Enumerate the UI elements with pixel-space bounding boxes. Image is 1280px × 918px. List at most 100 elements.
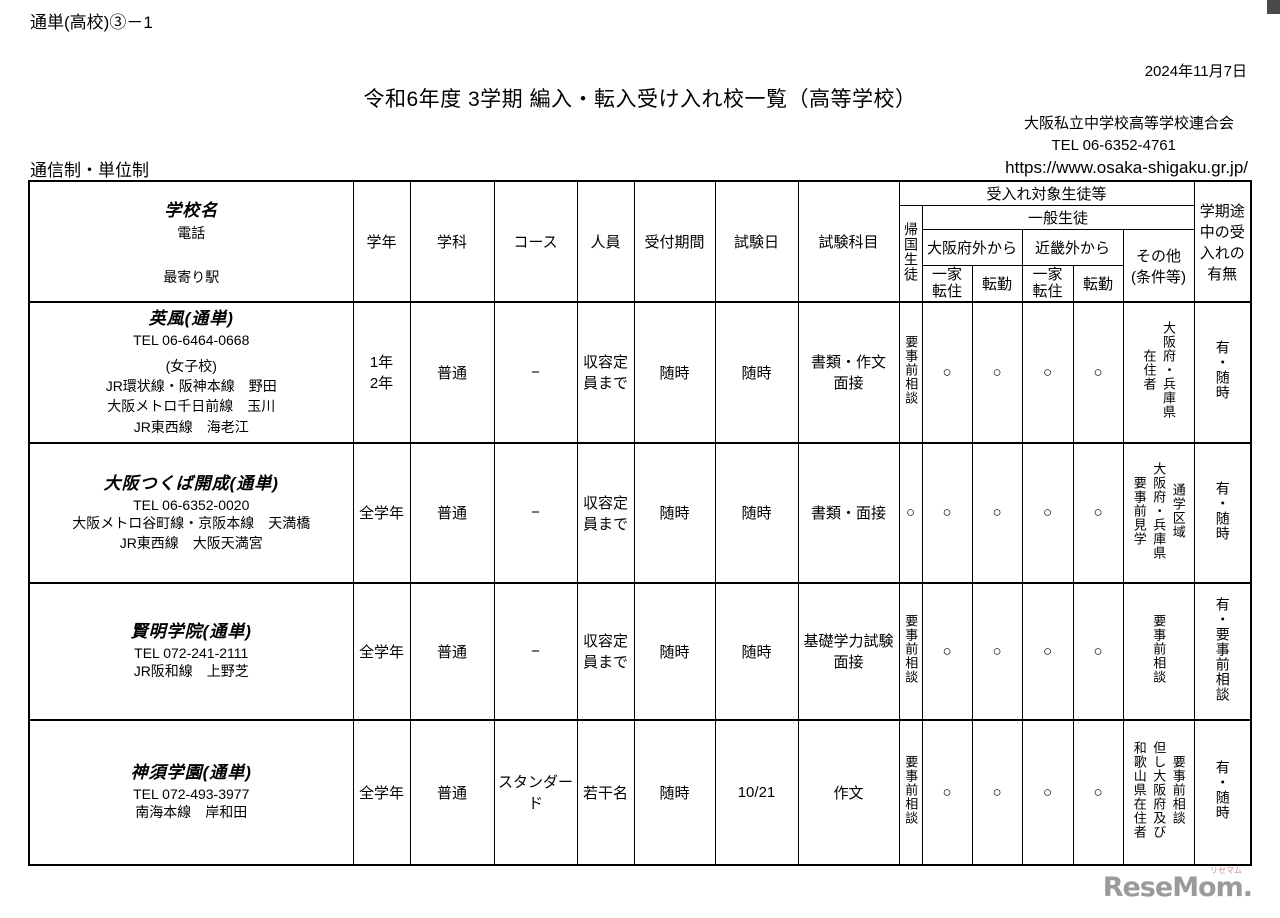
header-family-kinki: 一家 転住 <box>1021 265 1074 303</box>
kinki-job-cell: ○ <box>1072 581 1124 721</box>
department-cell: 普通 <box>409 718 495 866</box>
issue-date: 2024年11月7日 <box>1144 63 1247 80</box>
osaka-family-cell: ○ <box>921 301 973 444</box>
header-course: コース <box>493 180 578 303</box>
school-name: 大阪つくば開成(通単) <box>103 473 279 493</box>
school-cell: 大阪つくば開成(通単) TEL 06-6352-0020 大阪メトロ谷町線・京阪… <box>28 441 354 584</box>
grade-cell: 全学年 <box>352 441 411 584</box>
school-stations: 大阪メトロ谷町線・京阪本線 天満橋 JR東西線 大阪天満宮 <box>72 514 311 551</box>
header-school-name: 学校名 <box>164 201 219 220</box>
subjects-cell: 基礎学力試験 面接 <box>797 581 900 721</box>
resemom-logo-text: ReseMom. <box>1102 872 1253 903</box>
school-tel: TEL 06-6352-0020 <box>133 496 250 513</box>
organization-tel: TEL 06-6352-4761 <box>1051 137 1176 154</box>
header-school: 学校名 電話 最寄り駅 <box>28 180 354 303</box>
header-returnee: 帰国生徒 <box>898 205 923 303</box>
school-name: 神須学園(通単) <box>130 763 252 783</box>
period-cell: 随時 <box>633 581 716 721</box>
returnee-cell: ○ <box>898 441 923 584</box>
header-family-osaka: 一家 転住 <box>921 265 973 303</box>
course-cell: − <box>493 581 578 721</box>
period-cell: 随時 <box>633 441 716 584</box>
header-job-kinki: 転勤 <box>1072 265 1124 303</box>
header-department: 学科 <box>409 180 495 303</box>
kinki-family-cell: ○ <box>1021 581 1074 721</box>
course-cell: − <box>493 301 578 444</box>
grade-cell: 全学年 <box>352 718 411 866</box>
organization-url[interactable]: https://www.osaka-shigaku.gr.jp/ <box>1005 158 1248 177</box>
header-grade: 学年 <box>352 180 411 303</box>
returnee-cell: 要事前相談 <box>898 581 923 721</box>
school-stations: JR阪和線 上野芝 <box>133 663 249 680</box>
other-conditions-cell: 通学区域 大阪府・兵庫県 要事前見学 <box>1122 441 1195 584</box>
kinki-family-cell: ○ <box>1021 301 1074 444</box>
exam-date-cell: 随時 <box>714 301 799 444</box>
department-cell: 普通 <box>409 581 495 721</box>
school-cell: 賢明学院(通単) TEL 072-241-2111 JR阪和線 上野芝 <box>28 581 354 721</box>
header-capacity: 人員 <box>576 180 635 303</box>
resemom-logo: ReseMom. リセマム <box>1102 866 1253 903</box>
period-cell: 随時 <box>633 718 716 866</box>
table-row: 大阪つくば開成(通単) TEL 06-6352-0020 大阪メトロ谷町線・京阪… <box>28 441 1252 584</box>
midterm-cell: 有・随時 <box>1193 301 1252 444</box>
resemom-logo-kana: リセマム <box>1210 866 1242 875</box>
header-outside-osaka: 大阪府外から <box>921 229 1023 266</box>
period-cell: 随時 <box>633 301 716 444</box>
school-cell: 英風(通単) TEL 06-6464-0668 (女子校) JR環状線・阪神本線… <box>28 301 354 444</box>
header-school-station: 最寄り駅 <box>163 269 220 285</box>
page-title: 令和6年度 3学期 編入・転入受け入れ校一覧（高等学校） <box>363 88 917 111</box>
capacity-cell: 収容定員まで <box>576 301 635 444</box>
course-cell: − <box>493 441 578 584</box>
subjects-cell: 作文 <box>797 718 900 866</box>
organization-name: 大阪私立中学校高等学校連合会 <box>1023 115 1234 132</box>
kinki-job-cell: ○ <box>1072 718 1124 866</box>
table-row: 神須学園(通単) TEL 072-493-3977 南海本線 岸和田 全学年 普… <box>28 718 1252 866</box>
header-outside-kinki: 近畿外から <box>1021 229 1124 266</box>
school-name: 賢明学院(通単) <box>130 622 252 642</box>
midterm-cell: 有・要事前相談 <box>1193 581 1252 721</box>
department-cell: 普通 <box>409 441 495 584</box>
other-conditions-cell: 要事前相談 <box>1122 581 1195 721</box>
school-cell: 神須学園(通単) TEL 072-493-3977 南海本線 岸和田 <box>28 718 354 866</box>
capacity-cell: 収容定員まで <box>576 581 635 721</box>
header-midterm: 学期途中の受入れの有無 <box>1193 180 1252 303</box>
exam-date-cell: 随時 <box>714 441 799 584</box>
grade-cell: 1年 2年 <box>352 301 411 444</box>
header-job-osaka: 転勤 <box>971 265 1023 303</box>
other-conditions-cell: 要事前相談 但し大阪府及び 和歌山県在住者 <box>1122 718 1195 866</box>
kinki-job-cell: ○ <box>1072 301 1124 444</box>
header-school-tel: 電話 <box>177 225 206 241</box>
doc-code: 通単(高校)③－1 <box>30 13 153 32</box>
table-row: 賢明学院(通単) TEL 072-241-2111 JR阪和線 上野芝 全学年 … <box>28 581 1252 721</box>
department-cell: 普通 <box>409 301 495 444</box>
header-exam-date: 試験日 <box>714 180 799 303</box>
school-note: (女子校) <box>165 358 217 374</box>
header-returnee-label: 帰国生徒 <box>903 221 919 282</box>
grade-cell: 全学年 <box>352 581 411 721</box>
header-target-group: 受入れ対象生徒等 <box>898 180 1195 206</box>
kinki-family-cell: ○ <box>1021 718 1074 866</box>
course-cell: スタンダード <box>493 718 578 866</box>
osaka-family-cell: ○ <box>921 718 973 866</box>
other-conditions-cell: 大阪府・兵庫県 在住者 <box>1122 301 1195 444</box>
header-period: 受付期間 <box>633 180 716 303</box>
osaka-job-cell: ○ <box>971 301 1023 444</box>
school-stations: 南海本線 岸和田 <box>135 804 248 821</box>
kinki-family-cell: ○ <box>1021 441 1074 584</box>
school-tel: TEL 072-241-2111 <box>134 645 249 662</box>
header-other: その他 (条件等) <box>1122 229 1195 303</box>
returnee-cell: 要事前相談 <box>898 718 923 866</box>
subjects-cell: 書類・面接 <box>797 441 900 584</box>
school-name: 英風(通単) <box>148 309 234 328</box>
capacity-cell: 若干名 <box>576 718 635 866</box>
midterm-cell: 有・随時 <box>1193 441 1252 584</box>
midterm-cell: 有・随時 <box>1193 718 1252 866</box>
kinki-job-cell: ○ <box>1072 441 1124 584</box>
osaka-job-cell: ○ <box>971 581 1023 721</box>
school-tel: TEL 072-493-3977 <box>133 786 250 803</box>
subjects-cell: 書類・作文 面接 <box>797 301 900 444</box>
exam-date-cell: 随時 <box>714 581 799 721</box>
header-subjects: 試験科目 <box>797 180 900 303</box>
school-list-table: 学校名 電話 最寄り駅 学年 学科 コース 人員 受付期間 試験日 試験科目 受… <box>28 180 1253 866</box>
